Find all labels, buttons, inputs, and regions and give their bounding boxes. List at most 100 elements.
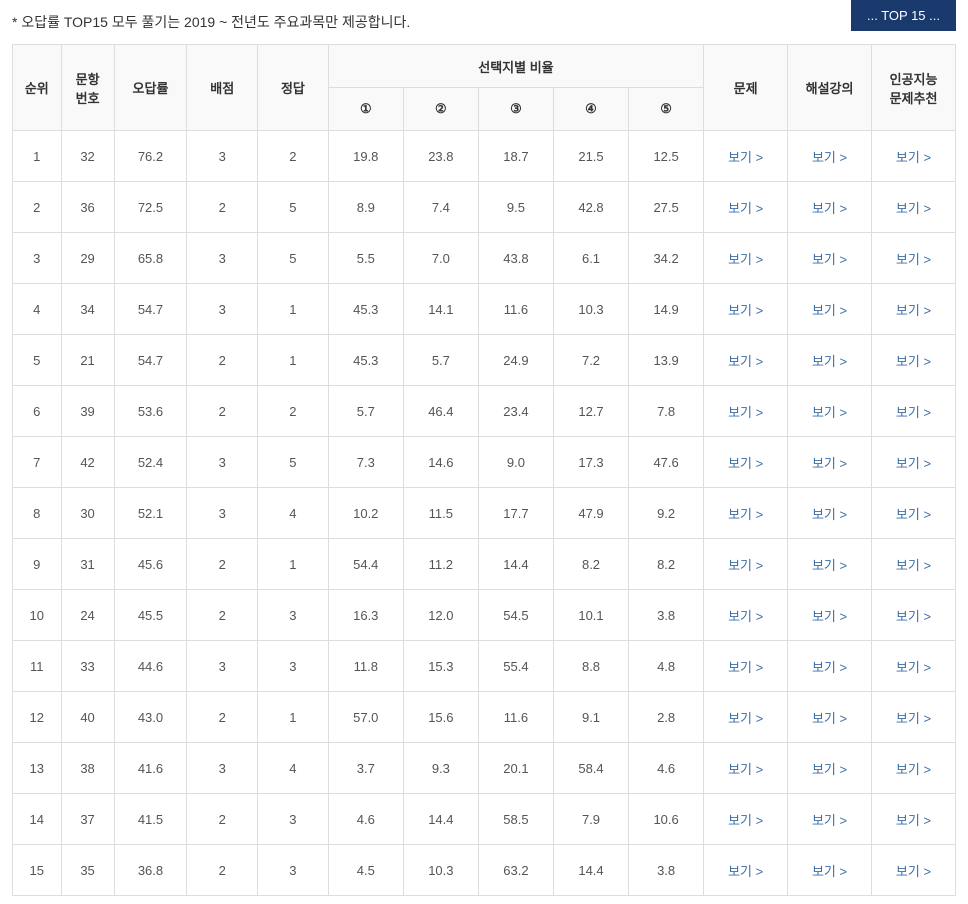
lecture-view-link[interactable]: 보기 > (788, 692, 872, 743)
lecture-view-link[interactable]: 보기 > (788, 488, 872, 539)
cell-choice-3: 11.6 (478, 692, 553, 743)
cell-choice-4: 8.2 (553, 539, 628, 590)
problem-view-link[interactable]: 보기 > (704, 488, 788, 539)
lecture-view-link[interactable]: 보기 > (788, 335, 872, 386)
ai-rec-view-link[interactable]: 보기 > (871, 590, 955, 641)
ai-rec-view-link[interactable]: 보기 > (871, 182, 955, 233)
ai-rec-view-link[interactable]: 보기 > (871, 386, 955, 437)
cell-score: 2 (187, 386, 258, 437)
table-row: 143741.5234.614.458.57.910.6보기 >보기 >보기 > (13, 794, 956, 845)
cell-score: 3 (187, 488, 258, 539)
cell-score: 2 (187, 590, 258, 641)
notice-text: * 오답률 TOP15 모두 풀기는 2019 ~ 전년도 주요과목만 제공합니… (12, 8, 410, 32)
lecture-view-link[interactable]: 보기 > (788, 641, 872, 692)
problem-view-link[interactable]: 보기 > (704, 233, 788, 284)
cell-choice-3: 54.5 (478, 590, 553, 641)
cell-choice-4: 17.3 (553, 437, 628, 488)
problem-view-link[interactable]: 보기 > (704, 182, 788, 233)
problem-view-link[interactable]: 보기 > (704, 131, 788, 182)
cell-choice-4: 7.9 (553, 794, 628, 845)
cell-answer: 5 (258, 182, 329, 233)
ai-rec-view-link[interactable]: 보기 > (871, 539, 955, 590)
lecture-view-link[interactable]: 보기 > (788, 182, 872, 233)
cell-choice-3: 20.1 (478, 743, 553, 794)
cell-choice-5: 13.9 (629, 335, 704, 386)
cell-choice-3: 55.4 (478, 641, 553, 692)
cell-question-no: 29 (61, 233, 114, 284)
header-score: 배점 (187, 45, 258, 131)
cell-choice-5: 34.2 (629, 233, 704, 284)
ai-rec-view-link[interactable]: 보기 > (871, 743, 955, 794)
problem-view-link[interactable]: 보기 > (704, 845, 788, 896)
cell-answer: 3 (258, 845, 329, 896)
lecture-view-link[interactable]: 보기 > (788, 590, 872, 641)
cell-choice-1: 54.4 (328, 539, 403, 590)
problem-view-link[interactable]: 보기 > (704, 590, 788, 641)
table-row: 63953.6225.746.423.412.77.8보기 >보기 >보기 > (13, 386, 956, 437)
lecture-view-link[interactable]: 보기 > (788, 539, 872, 590)
lecture-view-link[interactable]: 보기 > (788, 386, 872, 437)
cell-choice-3: 23.4 (478, 386, 553, 437)
table-row: 153536.8234.510.363.214.43.8보기 >보기 >보기 > (13, 845, 956, 896)
cell-rank: 7 (13, 437, 62, 488)
cell-choice-4: 7.2 (553, 335, 628, 386)
cell-choice-2: 7.4 (403, 182, 478, 233)
lecture-view-link[interactable]: 보기 > (788, 233, 872, 284)
cell-wrong-rate: 44.6 (114, 641, 187, 692)
problem-view-link[interactable]: 보기 > (704, 692, 788, 743)
lecture-view-link[interactable]: 보기 > (788, 131, 872, 182)
problem-view-link[interactable]: 보기 > (704, 539, 788, 590)
lecture-view-link[interactable]: 보기 > (788, 743, 872, 794)
cell-choice-5: 47.6 (629, 437, 704, 488)
cell-rank: 15 (13, 845, 62, 896)
problem-view-link[interactable]: 보기 > (704, 641, 788, 692)
cell-choice-3: 14.4 (478, 539, 553, 590)
header-choice-2: ② (403, 88, 478, 131)
ai-rec-view-link[interactable]: 보기 > (871, 284, 955, 335)
problem-view-link[interactable]: 보기 > (704, 284, 788, 335)
lecture-view-link[interactable]: 보기 > (788, 845, 872, 896)
cell-choice-2: 11.2 (403, 539, 478, 590)
problem-view-link[interactable]: 보기 > (704, 794, 788, 845)
ai-rec-view-link[interactable]: 보기 > (871, 131, 955, 182)
ai-rec-view-link[interactable]: 보기 > (871, 335, 955, 386)
solve-all-button[interactable]: ... TOP 15 ... (851, 0, 956, 31)
cell-question-no: 33 (61, 641, 114, 692)
cell-choice-3: 11.6 (478, 284, 553, 335)
cell-choice-5: 9.2 (629, 488, 704, 539)
cell-answer: 1 (258, 539, 329, 590)
table-row: 133841.6343.79.320.158.44.6보기 >보기 >보기 > (13, 743, 956, 794)
cell-wrong-rate: 43.0 (114, 692, 187, 743)
ai-rec-view-link[interactable]: 보기 > (871, 845, 955, 896)
lecture-view-link[interactable]: 보기 > (788, 437, 872, 488)
cell-wrong-rate: 45.6 (114, 539, 187, 590)
ai-rec-view-link[interactable]: 보기 > (871, 641, 955, 692)
cell-wrong-rate: 72.5 (114, 182, 187, 233)
cell-choice-1: 4.6 (328, 794, 403, 845)
cell-wrong-rate: 76.2 (114, 131, 187, 182)
lecture-view-link[interactable]: 보기 > (788, 794, 872, 845)
ai-rec-view-link[interactable]: 보기 > (871, 437, 955, 488)
cell-choice-4: 12.7 (553, 386, 628, 437)
problem-view-link[interactable]: 보기 > (704, 335, 788, 386)
cell-choice-5: 4.8 (629, 641, 704, 692)
cell-answer: 4 (258, 488, 329, 539)
ai-rec-view-link[interactable]: 보기 > (871, 488, 955, 539)
table-row: 52154.72145.35.724.97.213.9보기 >보기 >보기 > (13, 335, 956, 386)
problem-view-link[interactable]: 보기 > (704, 743, 788, 794)
ai-rec-view-link[interactable]: 보기 > (871, 233, 955, 284)
cell-choice-1: 10.2 (328, 488, 403, 539)
cell-wrong-rate: 52.4 (114, 437, 187, 488)
cell-question-no: 42 (61, 437, 114, 488)
lecture-view-link[interactable]: 보기 > (788, 284, 872, 335)
cell-choice-4: 8.8 (553, 641, 628, 692)
ai-rec-view-link[interactable]: 보기 > (871, 692, 955, 743)
table-body: 13276.23219.823.818.721.512.5보기 >보기 >보기 … (13, 131, 956, 896)
cell-choice-2: 7.0 (403, 233, 478, 284)
ai-rec-view-link[interactable]: 보기 > (871, 794, 955, 845)
header-problem: 문제 (704, 45, 788, 131)
problem-view-link[interactable]: 보기 > (704, 386, 788, 437)
problem-view-link[interactable]: 보기 > (704, 437, 788, 488)
cell-question-no: 30 (61, 488, 114, 539)
cell-choice-1: 4.5 (328, 845, 403, 896)
